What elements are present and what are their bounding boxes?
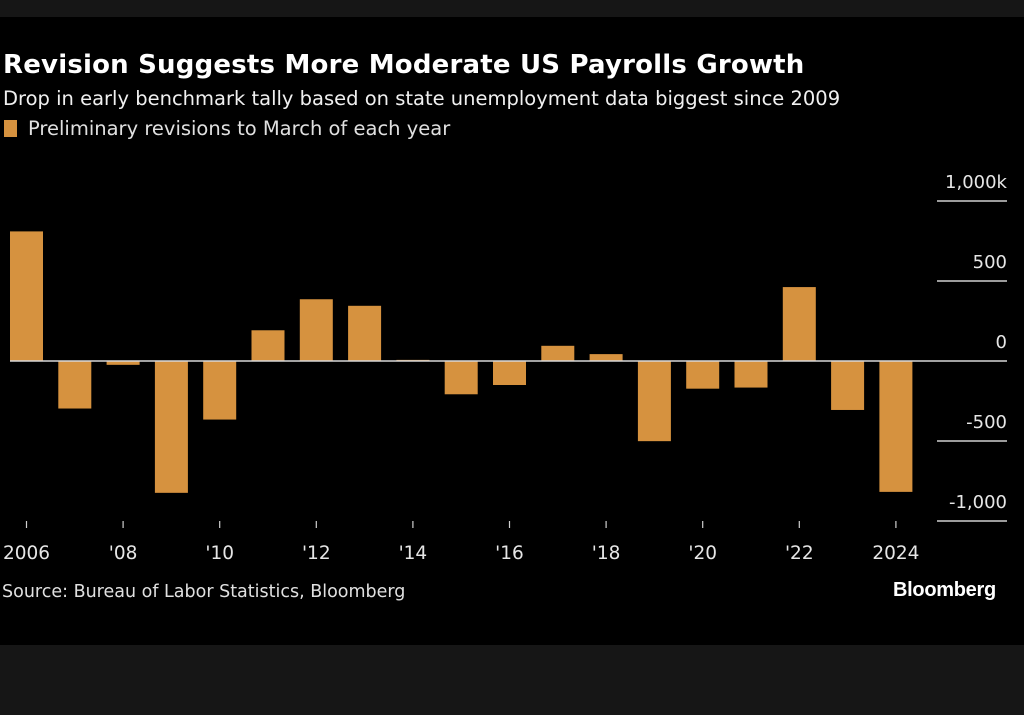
y-tick-label: -500 xyxy=(966,412,1007,433)
y-tick-label: 1,000k xyxy=(945,172,1008,193)
x-tick-label: '08 xyxy=(109,543,138,564)
x-tick-label: '18 xyxy=(592,543,621,564)
bar-2011 xyxy=(251,330,285,361)
bar-2019 xyxy=(637,361,671,442)
x-tick-label: '16 xyxy=(495,543,524,564)
bar-2010 xyxy=(203,361,237,420)
x-tick-label: 2024 xyxy=(872,543,919,564)
bar-2007 xyxy=(58,361,92,409)
x-tick-label: '12 xyxy=(302,543,331,564)
x-tick-label: '22 xyxy=(785,543,814,564)
bar-2012 xyxy=(299,299,333,361)
x-tick-label: '14 xyxy=(399,543,428,564)
x-tick-label: '10 xyxy=(205,543,234,564)
legend-label: Preliminary revisions to March of each y… xyxy=(28,117,451,140)
bar-2022 xyxy=(782,287,816,361)
y-axis: 1,000k 500 0 -500 -1,000 xyxy=(945,172,1008,513)
bar-2018 xyxy=(589,354,623,361)
legend-swatch xyxy=(4,120,17,137)
x-axis: 2006 '08 '10 '12 '14 '16 '18 '20 '22 2024 xyxy=(3,521,919,564)
gridlines xyxy=(937,200,1007,522)
bar-2017 xyxy=(541,345,575,361)
bar-2008 xyxy=(106,361,140,365)
x-tick-label: '20 xyxy=(688,543,717,564)
bar-2021 xyxy=(734,361,768,388)
y-tick-label: 0 xyxy=(996,332,1007,353)
bar-2016 xyxy=(493,361,526,385)
chart-subtitle: Drop in early benchmark tally based on s… xyxy=(3,87,841,110)
bar-2013 xyxy=(348,305,382,361)
bar-2009 xyxy=(154,361,188,493)
bar-2020 xyxy=(686,361,720,389)
bloomberg-logo: Bloomberg xyxy=(893,579,996,601)
source-note: Source: Bureau of Labor Statistics, Bloo… xyxy=(2,582,406,602)
bar-2006 xyxy=(10,231,43,361)
bar-2024 xyxy=(879,361,913,492)
x-tick-label: 2006 xyxy=(3,543,50,564)
bars xyxy=(10,231,913,493)
bar-2015 xyxy=(444,361,478,395)
chart-panel xyxy=(0,17,1024,645)
y-tick-label: 500 xyxy=(973,252,1007,273)
bar-2023 xyxy=(831,361,865,410)
y-tick-label: -1,000 xyxy=(949,492,1007,513)
chart-title: Revision Suggests More Moderate US Payro… xyxy=(3,50,805,80)
legend: Preliminary revisions to March of each y… xyxy=(4,117,450,140)
